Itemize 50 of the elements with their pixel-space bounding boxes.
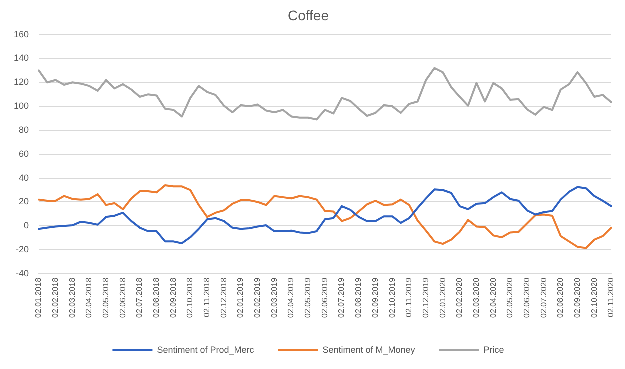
x-tick-label: 02.05.2019 bbox=[304, 277, 313, 318]
x-tick-label: 02.11.2020 bbox=[606, 277, 616, 318]
x-tick-label: 02.09.2019 bbox=[370, 277, 380, 318]
x-tick-label: 02.07.2019 bbox=[337, 277, 346, 318]
x-tick-label: 02.04.2018 bbox=[84, 277, 94, 318]
x-tick-label: 02.02.2020 bbox=[455, 277, 464, 318]
y-tick-label: 0 bbox=[24, 220, 30, 231]
x-tick-label: 02.03.2018 bbox=[68, 277, 77, 318]
y-tick-label: 100 bbox=[14, 101, 30, 112]
x-tick-label: 02.06.2019 bbox=[320, 277, 330, 318]
x-tick-label: 02.11.2019 bbox=[404, 277, 414, 318]
y-tick-label: 140 bbox=[14, 53, 30, 64]
x-tick-label: 02.11.2018 bbox=[202, 277, 212, 318]
x-tick-label: 02.03.2020 bbox=[472, 277, 481, 318]
x-tick-label: 02.06.2018 bbox=[118, 277, 128, 318]
y-tick-label: 60 bbox=[19, 148, 30, 159]
x-tick-label: 02.08.2018 bbox=[152, 277, 162, 318]
x-tick-label: 02.02.2019 bbox=[253, 277, 262, 318]
y-tick-label: 80 bbox=[19, 124, 30, 135]
x-tick-label: 02.02.2018 bbox=[51, 277, 60, 318]
x-tick-label: 02.04.2020 bbox=[488, 277, 498, 318]
legend-label: Sentiment of Prod_Merc bbox=[157, 344, 255, 355]
x-tick-label: 02.07.2020 bbox=[539, 277, 548, 318]
x-tick-label: 02.09.2020 bbox=[572, 277, 582, 318]
chart-title: Coffee bbox=[288, 7, 330, 24]
legend-label: Price bbox=[484, 344, 504, 355]
x-tick-label: 02.01.2020 bbox=[438, 277, 448, 318]
x-tick-label: 02.04.2019 bbox=[286, 277, 296, 318]
x-tick-label: 02.08.2019 bbox=[354, 277, 364, 318]
x-tick-label: 02.08.2020 bbox=[556, 277, 566, 318]
x-tick-label: 02.06.2020 bbox=[522, 277, 532, 318]
x-tick-label: 02.10.2020 bbox=[590, 277, 599, 318]
x-tick-label: 02.05.2018 bbox=[102, 277, 111, 318]
x-tick-label: 02.10.2018 bbox=[186, 277, 195, 318]
x-tick-label: 02.05.2020 bbox=[506, 277, 515, 318]
x-tick-label: 02.12.2019 bbox=[421, 277, 430, 318]
y-tick-label: 160 bbox=[14, 29, 30, 40]
x-tick-label: 02.01.2018 bbox=[34, 277, 44, 318]
x-tick-label: 02.01.2019 bbox=[236, 277, 246, 318]
y-tick-label: -20 bbox=[16, 244, 30, 255]
x-tick-label: 02.12.2018 bbox=[219, 277, 228, 318]
y-tick-label: 40 bbox=[19, 172, 30, 183]
legend-label: Sentiment of M_Money bbox=[322, 344, 416, 355]
x-tick-label: 02.09.2018 bbox=[168, 277, 178, 318]
y-tick-label: 120 bbox=[14, 77, 30, 88]
x-tick-label: 02.10.2019 bbox=[388, 277, 397, 318]
x-tick-label: 02.07.2018 bbox=[135, 277, 144, 318]
y-tick-label: 20 bbox=[19, 196, 30, 207]
y-tick-label: -40 bbox=[16, 268, 30, 278]
x-tick-label: 02.03.2019 bbox=[270, 277, 279, 318]
